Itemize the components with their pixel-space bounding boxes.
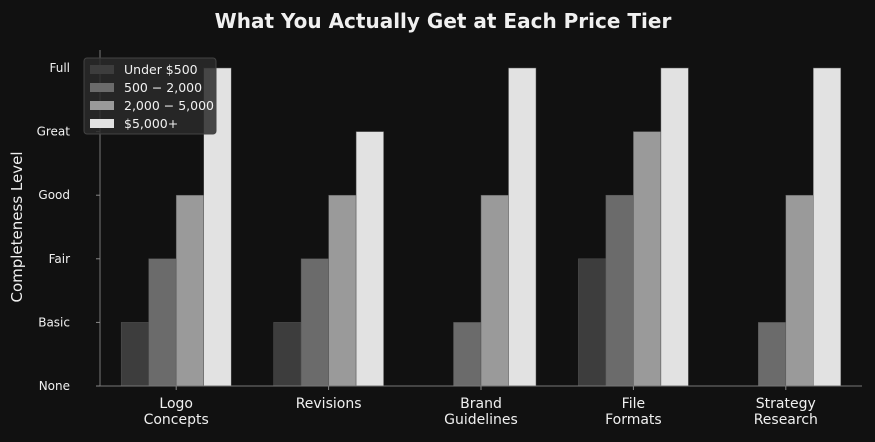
x-tick-label: File Formats: [605, 396, 662, 428]
legend-swatch: [90, 101, 114, 110]
legend-box: [83, 57, 217, 135]
x-tick-label-line: Brand: [460, 396, 502, 412]
x-tick-label-line: Research: [754, 412, 818, 428]
x-tick-label: Logo Concepts: [144, 396, 209, 428]
bar-0-2: [175, 194, 204, 387]
bar-3-3: [660, 67, 689, 387]
bar-1-0: [273, 322, 302, 387]
x-tick-label: Strategy Research: [754, 396, 818, 428]
bar-2-1: [453, 322, 482, 387]
y-tick-label: Fair: [49, 252, 70, 266]
bar-2-3: [508, 67, 537, 387]
legend-label: $5,000+: [124, 116, 178, 131]
legend-label: 500 − 2,000: [124, 80, 202, 95]
x-tick-label-line: Formats: [605, 412, 662, 428]
y-tick-label: Great: [37, 125, 71, 139]
y-tick-label: Basic: [38, 315, 70, 329]
bar-1-2: [328, 194, 357, 387]
bar-4-3: [813, 67, 842, 387]
bar-0-1: [148, 258, 177, 387]
bar-4-1: [758, 322, 787, 387]
x-tick-label-line: Revisions: [296, 396, 362, 412]
y-tick-label: None: [39, 379, 70, 393]
bar-3-2: [633, 131, 662, 387]
bar-1-3: [355, 131, 384, 387]
x-tick-label-line: Strategy: [756, 396, 816, 412]
y-tick-label: Full: [49, 61, 70, 75]
bar-0-0: [120, 322, 149, 387]
bar-3-1: [605, 194, 634, 387]
bar-1-1: [300, 258, 329, 387]
bar-4-2: [785, 194, 814, 387]
legend-swatch: [90, 65, 114, 74]
x-tick-label: Brand Guidelines: [444, 396, 518, 428]
legend-swatch: [90, 119, 114, 128]
legend-label: Under $500: [124, 62, 198, 77]
y-axis-label: Completeness Level: [8, 151, 26, 302]
x-tick-label-line: Concepts: [144, 412, 209, 428]
bar-3-0: [578, 258, 607, 387]
x-tick-label-line: Guidelines: [444, 412, 518, 428]
x-tick-label: Revisions: [296, 396, 362, 412]
chart-title: What You Actually Get at Each Price Tier: [215, 9, 672, 33]
bar-2-2: [480, 194, 509, 387]
y-tick-label: Good: [38, 188, 70, 202]
x-tick-label-line: Logo: [159, 396, 193, 412]
legend-label: 2,000 − 5,000: [124, 98, 214, 113]
legend-swatch: [90, 83, 114, 92]
x-tick-label-line: File: [622, 396, 645, 412]
